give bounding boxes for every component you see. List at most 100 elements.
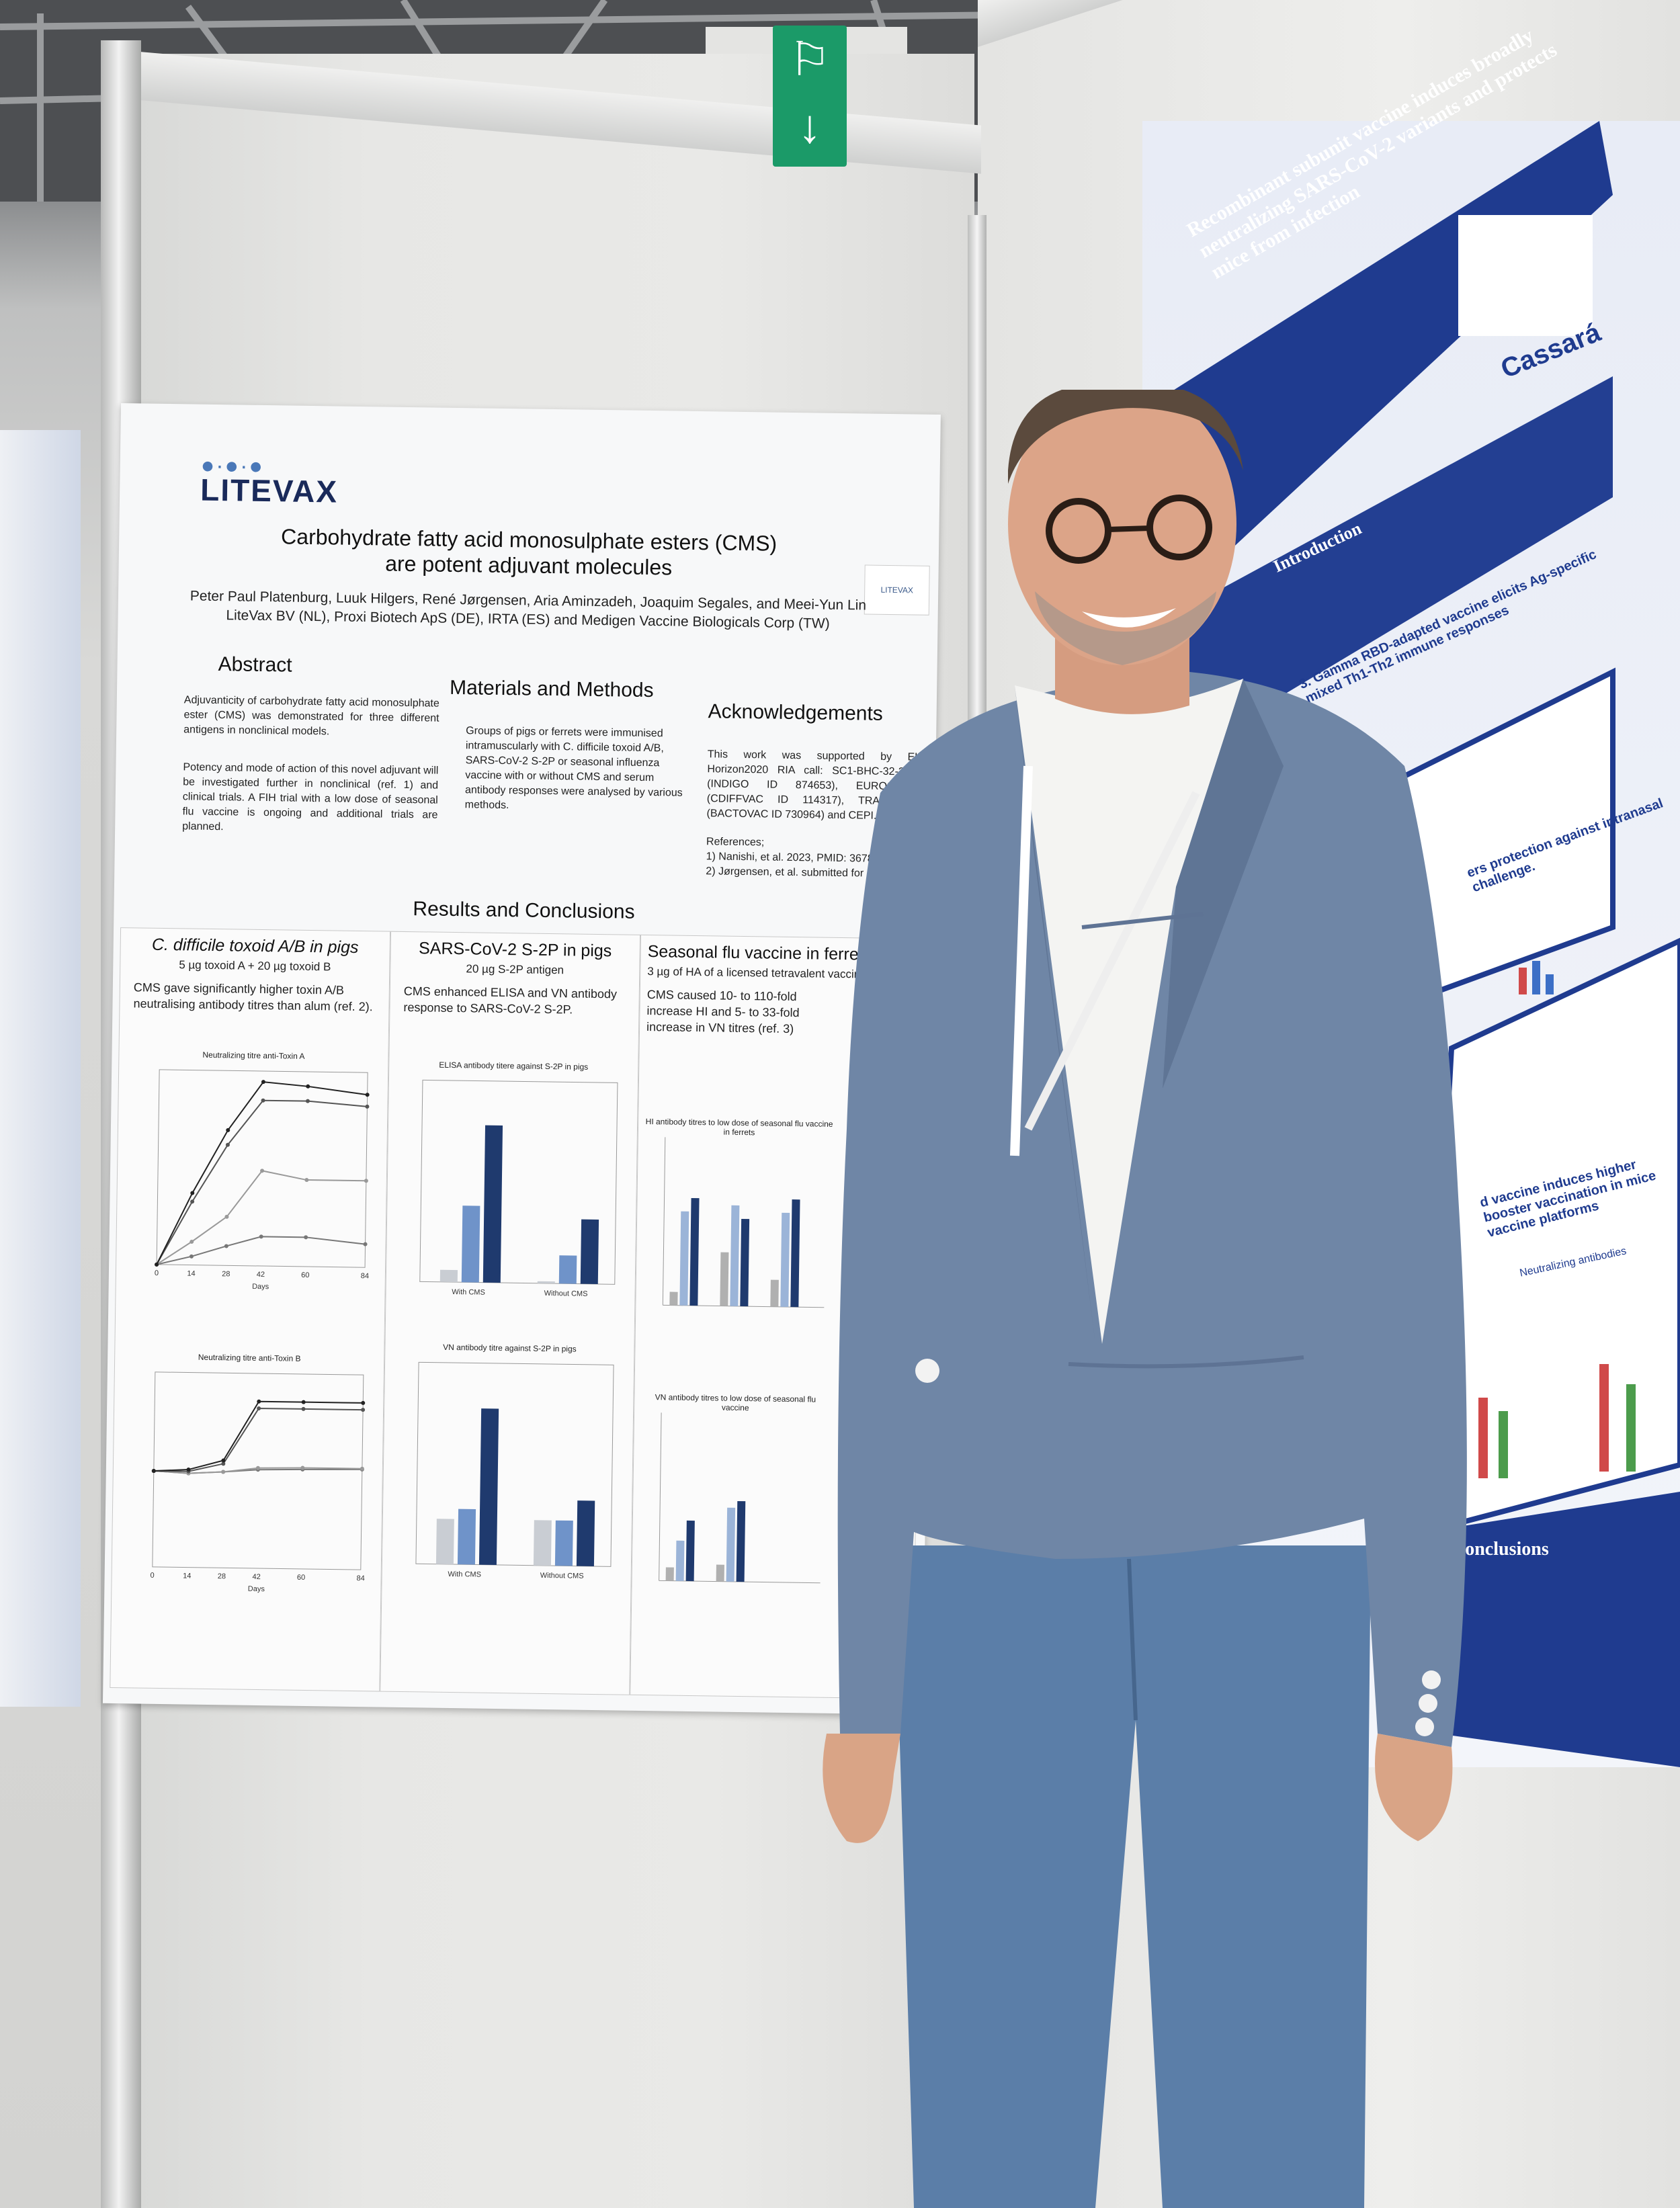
bar — [533, 1520, 552, 1566]
abstract-para2: Potency and mode of action of this novel… — [182, 761, 439, 833]
data-point — [360, 1466, 364, 1471]
x-tick-label: 0 — [155, 1269, 159, 1277]
data-point — [301, 1400, 306, 1404]
results-heading: Results and Conclusions — [413, 898, 635, 923]
data-point — [224, 1214, 229, 1219]
x-tick-label: 14 — [187, 1270, 195, 1278]
chart-vn-flu — [659, 1412, 821, 1584]
chart-vn-title: VN antibody titre against S-2P in pigs — [443, 1342, 577, 1354]
data-point — [364, 1179, 368, 1183]
chart-vn: With CMS Without CMS — [415, 1361, 614, 1580]
chart-hi — [662, 1137, 825, 1308]
right-poster-conclusions: Conclusions — [1452, 1539, 1549, 1560]
bar — [558, 1255, 577, 1284]
references-heading: References; — [706, 836, 765, 849]
running-man-exit-icon: ⚐ — [788, 33, 831, 85]
series-line — [156, 1099, 368, 1265]
x-axis-label: Days — [248, 1585, 265, 1593]
data-point — [365, 1093, 370, 1097]
category-label: Without CMS — [544, 1289, 588, 1298]
data-point — [365, 1104, 370, 1109]
data-point — [363, 1242, 368, 1246]
plot-frame — [156, 1069, 368, 1268]
plot-frame — [415, 1361, 614, 1567]
data-point — [189, 1254, 194, 1259]
panel-sars: SARS-CoV-2 S-2P in pigs 20 µg S-2P antig… — [380, 931, 641, 1695]
bar — [457, 1509, 476, 1565]
data-point — [255, 1466, 260, 1470]
data-point — [186, 1468, 191, 1472]
panel1-text: CMS gave significantly higher toxin A/B … — [133, 980, 373, 1014]
x-tick-label: 28 — [218, 1572, 226, 1580]
poster-logo: LITEVAX — [200, 472, 339, 509]
panel2-sub: 20 µg S-2P antigen — [466, 962, 564, 977]
panel2-heading: SARS-CoV-2 S-2P in pigs — [418, 939, 612, 961]
bar — [435, 1519, 454, 1565]
bar — [461, 1205, 480, 1283]
data-point — [361, 1400, 366, 1405]
data-point — [155, 1262, 159, 1267]
methods-heading: Materials and Methods — [449, 676, 654, 702]
data-point — [224, 1244, 228, 1248]
data-point — [261, 1080, 265, 1085]
data-point — [257, 1406, 261, 1410]
data-point — [361, 1408, 366, 1412]
data-point — [260, 1169, 265, 1173]
x-tick-label: 42 — [257, 1271, 265, 1279]
x-tick-label: 42 — [252, 1573, 260, 1581]
data-point — [259, 1234, 263, 1239]
data-point — [221, 1458, 226, 1463]
data-point — [304, 1235, 308, 1240]
x-tick-label: 60 — [301, 1271, 309, 1279]
bar — [482, 1125, 503, 1283]
series-line — [156, 1236, 366, 1265]
litevax-poster: ●·●·● LITEVAX LITEVAX Carbohydrate fatty… — [102, 403, 941, 1715]
bar — [554, 1520, 573, 1566]
data-point — [300, 1466, 305, 1470]
panel-cdifficile: C. difficile toxoid A/B in pigs 5 µg tox… — [110, 927, 391, 1692]
data-point — [261, 1098, 265, 1103]
chart-elisa-title: ELISA antibody titere against S-2P in pi… — [439, 1060, 589, 1072]
panel1-sub: 5 µg toxoid A + 20 µg toxoid B — [179, 958, 331, 974]
chart-toxinA: 0 14 28 42 60 84 Days — [155, 1069, 370, 1291]
series-line — [156, 1170, 366, 1265]
series-line — [153, 1407, 364, 1472]
x-tick-label: 28 — [222, 1270, 230, 1278]
panel-flu: Seasonal flu vaccine in ferrets 3 µg of … — [630, 934, 924, 1699]
x-tick-label: 84 — [356, 1574, 364, 1582]
panel2-text: CMS enhanced ELISA and VN antibody respo… — [403, 984, 618, 1017]
data-point — [225, 1142, 230, 1147]
exit-arrow-icon: ↓ — [798, 100, 822, 153]
category-label: With CMS — [448, 1570, 481, 1579]
series-line — [153, 1400, 364, 1472]
methods-body: Groups of pigs or ferrets were immunised… — [464, 725, 683, 812]
category-label: Without CMS — [540, 1572, 584, 1580]
data-point — [306, 1084, 310, 1089]
neighbor-poster — [0, 430, 81, 1707]
x-tick-label: 14 — [183, 1572, 191, 1580]
data-point — [301, 1406, 306, 1411]
data-point — [226, 1128, 230, 1132]
data-point — [190, 1239, 194, 1244]
category-label: With CMS — [452, 1288, 485, 1297]
data-point — [221, 1461, 226, 1466]
x-tick-label: 0 — [150, 1572, 154, 1580]
panel3-text: CMS caused 10- to 110-fold increase HI a… — [646, 988, 800, 1036]
panel1-heading: C. difficile toxoid A/B in pigs — [151, 935, 359, 958]
data-point — [305, 1099, 310, 1103]
abstract-heading: Abstract — [218, 653, 292, 677]
series-line — [153, 1467, 362, 1474]
bar — [478, 1408, 499, 1565]
data-point — [190, 1199, 195, 1204]
chart-elisa: With CMS Without CMS — [419, 1079, 618, 1298]
exit-sign: ⚐ ↓ — [773, 26, 847, 167]
bar — [537, 1281, 555, 1284]
data-point — [190, 1191, 195, 1195]
bar — [580, 1219, 599, 1285]
data-point — [304, 1178, 309, 1183]
chart-toxinB: 0 14 28 42 60 84 Days — [150, 1371, 366, 1593]
bar — [576, 1500, 595, 1566]
series-line — [156, 1081, 368, 1265]
x-tick-label: 60 — [297, 1574, 305, 1582]
x-tick-label: 84 — [361, 1272, 369, 1280]
